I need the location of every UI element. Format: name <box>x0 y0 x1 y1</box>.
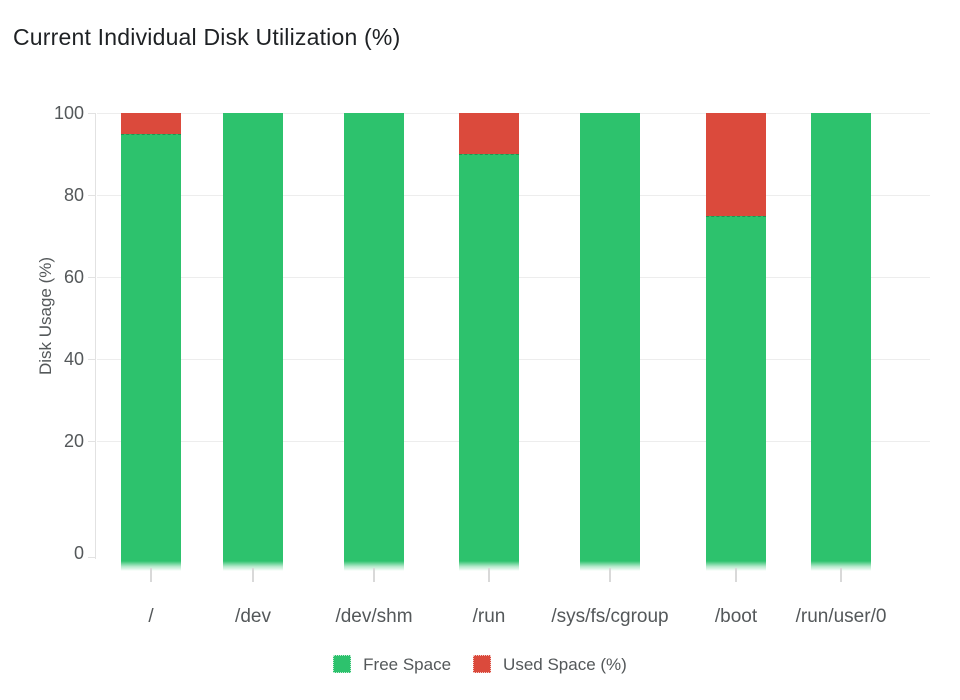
chart-title: Current Individual Disk Utilization (%) <box>13 24 401 50</box>
x-tick-mark <box>150 568 152 582</box>
legend: Free Space Used Space (%) <box>0 655 960 673</box>
bar-bottom-fade <box>811 561 871 571</box>
x-tick-mark <box>840 568 842 582</box>
y-tick-label: 100 <box>53 103 84 123</box>
bar-run[interactable] <box>459 113 519 571</box>
bar-run-user-0[interactable] <box>811 113 871 571</box>
x-axis-label: /run <box>472 606 506 627</box>
bar-segment-free[interactable] <box>706 215 766 561</box>
y-tick-mark <box>88 557 96 558</box>
legend-swatch-icon <box>473 655 492 673</box>
y-tick-label: 80 <box>63 185 84 205</box>
bar-segment-free[interactable] <box>580 113 640 561</box>
y-tick-mark <box>88 277 96 278</box>
bar-segment-free[interactable] <box>811 113 871 561</box>
y-tick-label: 60 <box>63 267 84 287</box>
bar-bottom-fade <box>459 561 519 571</box>
x-tick-mark <box>609 568 611 582</box>
bar-segment-free[interactable] <box>344 113 404 561</box>
bar-segment-used[interactable] <box>459 113 519 154</box>
y-axis-line <box>95 113 96 559</box>
bar-bottom-fade <box>223 561 283 571</box>
x-axis-label: /run/user/0 <box>795 606 887 627</box>
bar-segment-free[interactable] <box>459 154 519 561</box>
bar-segment-used[interactable] <box>121 113 181 134</box>
y-tick-mark <box>88 359 96 360</box>
x-axis-label: /boot <box>714 606 758 627</box>
legend-swatch-icon <box>333 655 352 673</box>
y-tick-label: 0 <box>73 543 84 563</box>
legend-label: Used Space (%) <box>503 654 627 674</box>
x-axis-label: /sys/fs/cgroup <box>551 606 669 627</box>
x-axis-label: /dev <box>235 606 271 627</box>
x-tick-mark <box>373 568 375 582</box>
bar-segment-free[interactable] <box>121 133 181 561</box>
bar-bottom-fade <box>580 561 640 571</box>
x-tick-mark <box>735 568 737 582</box>
bar-segment-free[interactable] <box>223 113 283 561</box>
y-tick-mark <box>88 113 96 114</box>
y-tick-label: 20 <box>63 431 84 451</box>
x-axis-label: / <box>148 606 154 627</box>
bar-dev[interactable] <box>223 113 283 571</box>
bar-sys-fs-cgroup[interactable] <box>580 113 640 571</box>
bar-dev-shm[interactable] <box>344 113 404 571</box>
x-tick-mark <box>252 568 254 582</box>
legend-item-free-space[interactable]: Free Space <box>333 655 451 673</box>
x-tick-mark <box>488 568 490 582</box>
bar-boot[interactable] <box>706 113 766 571</box>
bar-bottom-fade <box>706 561 766 571</box>
y-tick-mark <box>88 441 96 442</box>
y-tick-mark <box>88 195 96 196</box>
y-tick-label: 40 <box>63 349 84 369</box>
bar-root[interactable] <box>121 113 181 571</box>
x-axis-label: /dev/shm <box>335 606 413 627</box>
bar-bottom-fade <box>121 561 181 571</box>
legend-item-used-space[interactable]: Used Space (%) <box>473 655 627 673</box>
bar-segment-used[interactable] <box>706 113 766 216</box>
legend-label: Free Space <box>363 654 452 674</box>
bar-bottom-fade <box>344 561 404 571</box>
